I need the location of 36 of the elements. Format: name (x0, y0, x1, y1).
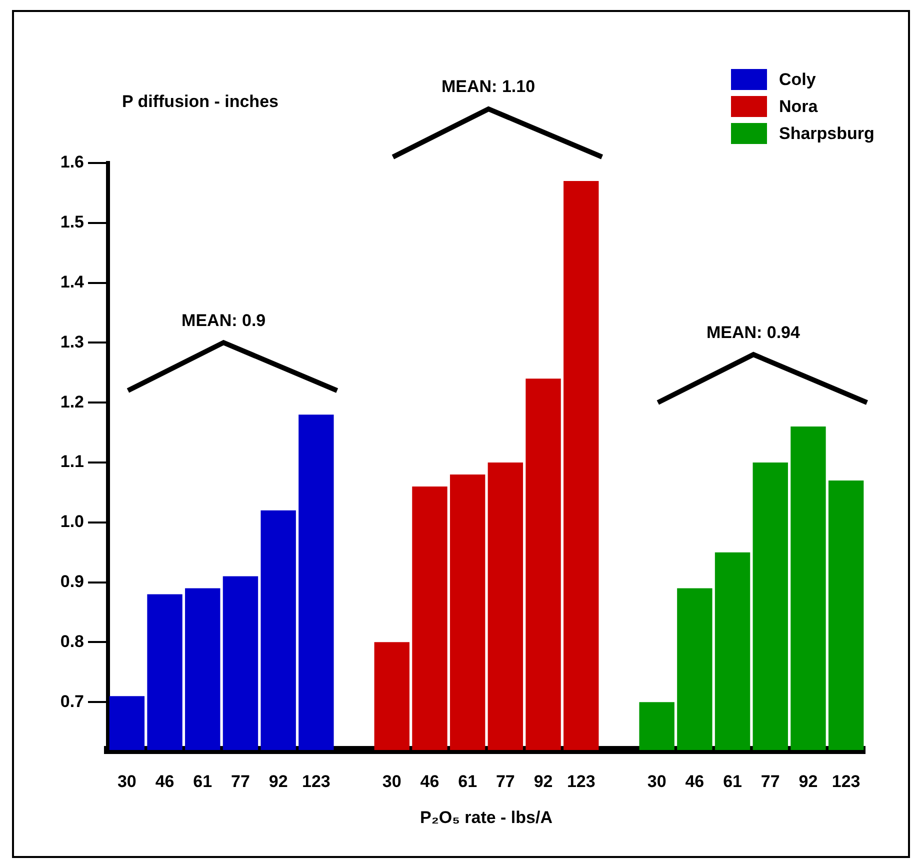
x-tick-label: 77 (231, 772, 250, 791)
x-tick-label: 46 (155, 772, 174, 791)
x-tick-label: 92 (534, 772, 553, 791)
y-tick-label: 1.3 (60, 332, 84, 352)
y-tick-label: 1.2 (60, 392, 84, 412)
legend-label: Sharpsburg (779, 124, 874, 144)
x-tick-label: 77 (496, 772, 515, 791)
x-tick-label: 61 (458, 772, 478, 791)
x-tick-label: 123 (302, 772, 330, 791)
x-tick-label: 61 (723, 772, 742, 791)
x-tick-label: 46 (685, 772, 704, 791)
x-tick-label: 30 (117, 772, 136, 791)
x-tick-label: 77 (760, 772, 780, 791)
annotation: MEAN: 0.9 (182, 310, 266, 331)
x-tick-label: 123 (566, 772, 596, 791)
y-tick-label: 0.8 (60, 632, 84, 651)
x-tick-label: 46 (420, 772, 440, 791)
annotation: MEAN: 0.94 (706, 322, 800, 343)
y-tick-label: 1.5 (60, 212, 84, 232)
x-tick-label: 92 (268, 772, 288, 791)
y-tick-label: 1.4 (60, 272, 85, 292)
y-axis-title: P diffusion - inches (122, 92, 278, 112)
y-tick-label: 1.6 (60, 152, 84, 172)
legend-label: Coly (779, 70, 816, 90)
legend-label: Nora (779, 96, 818, 116)
y-tick-label: 1.1 (60, 452, 84, 472)
x-tick-label: 30 (382, 772, 402, 791)
y-tick-label: 0.7 (60, 692, 84, 711)
x-axis-title: P₂O₅ rate - lbs/A (420, 808, 552, 828)
x-tick-label: 61 (193, 772, 212, 791)
x-tick-label: 30 (647, 772, 666, 791)
y-tick-label: 1.0 (60, 512, 84, 532)
y-tick-label: 0.9 (60, 572, 84, 591)
x-tick-label: 123 (832, 772, 860, 791)
x-tick-label: 92 (798, 772, 818, 791)
text: MEAN: 1.10 (442, 76, 536, 97)
